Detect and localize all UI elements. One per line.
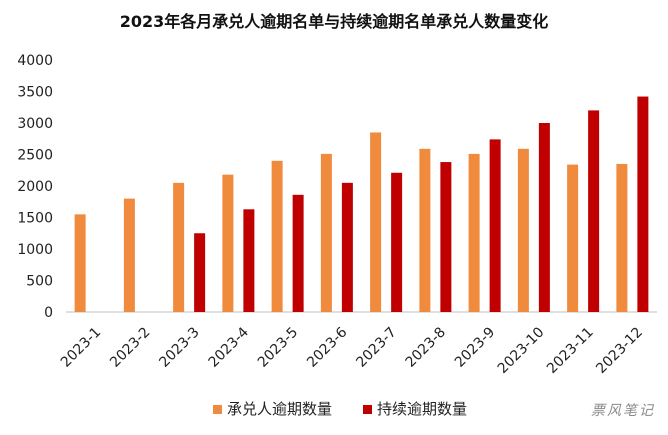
- x-tick-label: 2023-2: [107, 324, 153, 370]
- bar-continuous-overdue-2023-4: [243, 209, 255, 312]
- bar-acceptor-overdue-2023-4: [222, 174, 234, 312]
- bar-continuous-overdue-2023-5: [292, 194, 304, 312]
- x-tick-label: 2023-12: [593, 324, 646, 377]
- bar-acceptor-overdue-2023-7: [370, 132, 382, 312]
- bars-group: [74, 96, 649, 313]
- chart-legend: 承兑人逾期数量 持续逾期数量: [213, 400, 467, 418]
- chart-title: 2023年各月承兑人逾期名单与持续逾期名单承兑人数量变化: [120, 12, 549, 31]
- bar-acceptor-overdue-2023-2: [123, 198, 135, 312]
- x-tick-label: 2023-11: [544, 324, 597, 377]
- y-tick-label: 2000: [17, 179, 53, 195]
- x-tick-label: 2023-10: [495, 324, 548, 377]
- x-tick-label: 2023-8: [403, 324, 449, 370]
- bar-acceptor-overdue-2023-9: [468, 153, 480, 312]
- legend-swatch: [363, 405, 372, 414]
- x-tick-label: 2023-6: [304, 324, 350, 370]
- x-tick-label: 2023-9: [452, 324, 498, 370]
- bar-acceptor-overdue-2023-6: [320, 153, 332, 312]
- y-tick-label: 3000: [17, 116, 53, 132]
- bar-acceptor-overdue-2023-12: [616, 163, 628, 312]
- legend-label: 持续逾期数量: [377, 400, 467, 418]
- y-tick-label: 500: [26, 274, 53, 290]
- bar-acceptor-overdue-2023-10: [517, 148, 529, 312]
- x-tick-label: 2023-1: [58, 324, 104, 370]
- x-tick-label: 2023-4: [206, 324, 252, 370]
- bar-acceptor-overdue-2023-8: [419, 148, 431, 312]
- x-tick-label: 2023-5: [255, 324, 301, 370]
- x-tick-label: 2023-7: [353, 324, 399, 370]
- bar-continuous-overdue-2023-3: [194, 233, 206, 312]
- bar-continuous-overdue-2023-11: [588, 110, 600, 313]
- bar-continuous-overdue-2023-7: [391, 172, 403, 312]
- y-tick-label: 3500: [17, 85, 53, 101]
- bar-acceptor-overdue-2023-11: [567, 164, 579, 312]
- bar-acceptor-overdue-2023-3: [173, 182, 185, 312]
- bar-continuous-overdue-2023-9: [489, 139, 501, 312]
- watermark-text: 票风笔记: [591, 403, 655, 419]
- x-tick-label: 2023-3: [156, 324, 202, 370]
- y-tick-label: 1500: [17, 211, 53, 227]
- y-tick-label: 1000: [17, 242, 53, 258]
- y-tick-label: 4000: [17, 53, 53, 69]
- bar-continuous-overdue-2023-8: [440, 162, 452, 312]
- bar-continuous-overdue-2023-10: [538, 123, 550, 312]
- bar-continuous-overdue-2023-6: [341, 182, 353, 312]
- y-tick-label: 2500: [17, 148, 53, 164]
- bar-continuous-overdue-2023-12: [637, 96, 649, 312]
- bar-acceptor-overdue-2023-5: [271, 160, 283, 312]
- y-tick-label: 0: [44, 305, 53, 321]
- bar-acceptor-overdue-2023-1: [74, 214, 86, 312]
- legend-label: 承兑人逾期数量: [227, 400, 332, 418]
- legend-swatch: [213, 405, 222, 414]
